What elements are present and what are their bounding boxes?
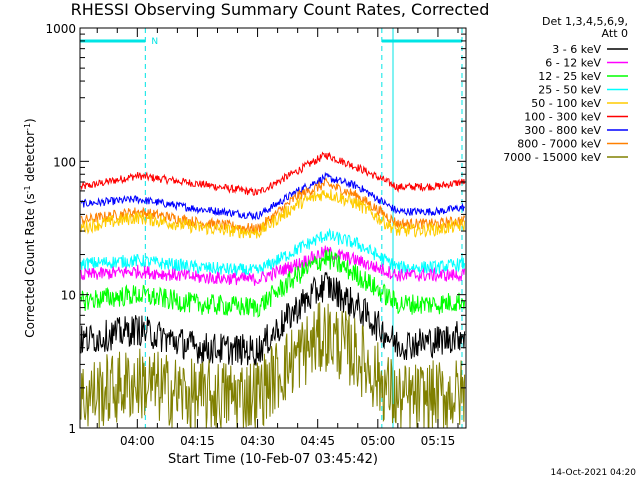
x-tick-label: 04:15 [180,434,215,448]
night-markers: N [80,28,463,428]
x-tick-label: 05:15 [421,434,456,448]
y-tick-label: 100 [53,155,76,169]
series-line [80,151,466,197]
y-axis-label: Corrected Count Rate (s-1 detector-1) [23,118,38,337]
series-line [80,189,466,239]
series-line [80,245,466,286]
y-tick-label: 1 [68,422,76,436]
y-axis-label-part: detector [23,131,37,186]
chart-title: RHESSI Observing Summary Count Rates, Co… [70,0,490,19]
series-line [80,249,466,318]
series-group [80,151,466,429]
legend-entry-label: 300 - 800 keV [524,124,601,137]
legend-entry-label: 25 - 50 keV [538,84,601,97]
x-tick-label: 04:45 [300,434,335,448]
series-line [80,227,466,278]
series-line [80,171,466,221]
legend-header: Det 1,3,4,5,6,9, [542,15,628,28]
legend-entry-label: 3 - 6 keV [552,43,601,56]
series-line [80,302,466,429]
y-axis-label-part: -1 [23,123,32,131]
y-tick-label: 1000 [45,22,76,36]
legend-entry-label: 800 - 7000 keV [517,138,601,151]
night-bar-label: N [151,37,158,47]
x-tick-label: 04:30 [240,434,275,448]
x-tick-label: 04:00 [120,434,155,448]
legend-entry-label: 12 - 25 keV [538,70,601,83]
y-tick-label: 10 [61,289,76,303]
render-timestamp: 14-Oct-2021 04:20 [550,468,636,478]
x-tick-label: 05:00 [361,434,396,448]
x-axis-label: Start Time (10-Feb-07 03:45:42) [168,452,378,467]
plot-frame [79,27,467,429]
y-axis-label-part: ) [23,118,37,123]
legend-entry-label: 100 - 300 keV [524,111,601,124]
series-line [80,271,466,366]
axis-ticks: 1 10 100 1000 04:00 04:15 04:30 04:45 05:00 05:15 [45,22,466,448]
series-line [80,177,466,235]
legend-entry-label: 6 - 12 keV [545,57,601,70]
y-axis-label-part: Corrected Count Rate (s [23,193,37,337]
y-axis-label-part: -1 [23,185,32,193]
legend-header: Att 0 [602,27,628,40]
legend-entry-label: 7000 - 15000 keV [503,151,601,164]
legend-entry-label: 50 - 100 keV [531,97,601,110]
